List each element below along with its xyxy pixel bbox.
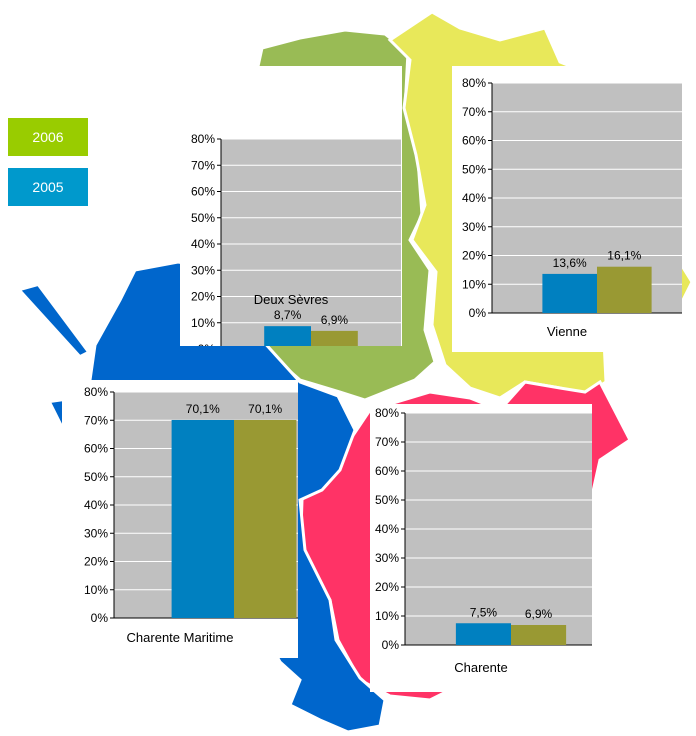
chart-charente-maritime-y-tick-label: 10% <box>84 583 108 597</box>
chart-vienne-y-tick-label: 0% <box>469 306 487 320</box>
chart-charente-y-tick-label: 40% <box>375 522 399 536</box>
chart-deux-sevres-y-tick-label: 20% <box>191 290 215 304</box>
chart-charente-y-tick-label: 10% <box>375 609 399 623</box>
chart-charente-maritime-bar-2005 <box>171 419 234 618</box>
chart-deux-sevres-y-tick-label: 10% <box>191 316 215 330</box>
legend-label-2005: 2005 <box>32 179 64 195</box>
chart-deux-sevres-y-tick-label: 0% <box>198 342 216 346</box>
chart-charente-maritime-y-tick-label: 30% <box>84 526 108 540</box>
chart-charente-bar-2005 <box>455 623 511 645</box>
chart-vienne-y-tick-label: 30% <box>462 220 486 234</box>
chart-charente-y-tick-label: 0% <box>382 638 400 652</box>
chart-deux-sevres-bar-2006 <box>311 330 358 346</box>
chart-charente-maritime: 0% 10% 20% 30% 40% 50% 60% 70% 80% 70,1% 70,1% Cha… <box>62 380 298 658</box>
chart-charente-y-tick-label: 60% <box>375 464 399 478</box>
chart-vienne-bar-2005 <box>542 273 597 313</box>
chart-charente-maritime-y-tick-label: 70% <box>84 413 108 427</box>
legend-item-2005: 2005 <box>8 168 88 206</box>
chart-charente-data-label-2005: 7,5% <box>470 605 498 619</box>
chart-deux-sevres-y-tick-label: 40% <box>191 237 215 251</box>
chart-charente-bar-2006 <box>511 624 567 645</box>
chart-vienne-title: Vienne <box>546 324 588 339</box>
chart-deux-sevres-y-tick-label: 50% <box>191 211 215 225</box>
chart-vienne-y-tick-label: 40% <box>462 191 486 205</box>
chart-deux-sevres-data-label-2006: 6,9% <box>321 313 349 327</box>
chart-charente-title: Charente <box>454 660 508 675</box>
chart-charente-maritime-y-tick-label: 20% <box>84 555 108 569</box>
chart-charente-y-tick-label: 20% <box>375 580 399 594</box>
chart-deux-sevres-bar-2005 <box>264 326 311 346</box>
chart-charente-maritime-y-tick-label: 80% <box>84 385 108 399</box>
chart-charente-y-tick-label: 80% <box>375 406 399 420</box>
chart-charente: 0% 10% 20% 30% 40% 50% 60% 70% 80% 7,5% 6,9% Chare… <box>370 404 592 692</box>
chart-charente-maritime-y-tick-label: 0% <box>91 611 109 625</box>
chart-vienne-data-label-2006: 16,1% <box>607 249 641 263</box>
chart-deux-sevres: 0% 10% 20% 30% 40% 50% 60% 70% 80% 8,7% 6,9% Deux … <box>180 66 402 346</box>
chart-deux-sevres-y-tick-label: 80% <box>191 132 215 146</box>
island-re <box>18 283 90 358</box>
chart-charente-plot: 0% 10% 20% 30% 40% 50% 60% 70% 80% 7,5% 6,9% <box>375 406 592 652</box>
chart-charente-data-label-2006: 6,9% <box>525 607 553 621</box>
chart-charente-y-tick-label: 70% <box>375 435 399 449</box>
chart-charente-maritime-bar-2006 <box>234 419 297 618</box>
chart-vienne-y-tick-label: 80% <box>462 76 486 90</box>
chart-vienne-y-tick-label: 50% <box>462 162 486 176</box>
chart-vienne-bar-2006 <box>597 266 652 313</box>
legend-item-2006: 2006 <box>8 118 88 156</box>
chart-deux-sevres-plot: 0% 10% 20% 30% 40% 50% 60% 70% 80% 8,7% 6,9% <box>191 132 401 346</box>
chart-deux-sevres-title: Deux Sèvres <box>253 292 329 307</box>
chart-vienne-y-tick-label: 60% <box>462 134 486 148</box>
chart-deux-sevres-data-label-2005: 8,7% <box>274 308 302 322</box>
chart-charente-maritime-data-label-2005: 70,1% <box>186 402 220 416</box>
chart-charente-maritime-plot: 0% 10% 20% 30% 40% 50% 60% 70% 80% 70,1% 70,1% <box>84 385 298 625</box>
chart-vienne-y-tick-label: 20% <box>462 249 486 263</box>
chart-charente-maritime-data-label-2006: 70,1% <box>248 402 282 416</box>
chart-vienne-y-tick-label: 70% <box>462 105 486 119</box>
chart-deux-sevres-y-tick-label: 30% <box>191 263 215 277</box>
chart-charente-maritime-y-tick-label: 50% <box>84 470 108 484</box>
chart-charente-y-tick-label: 50% <box>375 493 399 507</box>
chart-deux-sevres-y-tick-label: 60% <box>191 185 215 199</box>
chart-charente-maritime-title: Charente Maritime <box>126 630 234 645</box>
chart-vienne-y-tick-label: 10% <box>462 277 486 291</box>
chart-vienne: 0% 10% 20% 30% 40% 50% 60% 70% 80% 13,6% 16,1% Vie… <box>452 66 682 352</box>
chart-vienne-plot: 0% 10% 20% 30% 40% 50% 60% 70% 80% 13,6% 16,1% <box>462 76 682 320</box>
chart-charente-maritime-y-tick-label: 60% <box>84 442 108 456</box>
chart-deux-sevres-y-tick-label: 70% <box>191 158 215 172</box>
chart-charente-y-tick-label: 30% <box>375 551 399 565</box>
chart-deux-sevres-plot-area <box>221 139 401 346</box>
chart-charente-maritime-y-tick-label: 40% <box>84 498 108 512</box>
legend-label-2006: 2006 <box>32 129 64 145</box>
chart-vienne-data-label-2005: 13,6% <box>553 256 587 270</box>
